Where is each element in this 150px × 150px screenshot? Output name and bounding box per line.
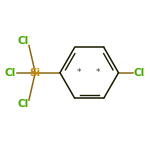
Text: Cl: Cl	[133, 68, 144, 78]
Text: *: *	[77, 68, 81, 77]
Text: Cl: Cl	[4, 68, 15, 78]
Text: *: *	[95, 68, 100, 77]
Text: Cl: Cl	[18, 36, 29, 46]
Text: Si: Si	[30, 68, 41, 78]
Text: Cl: Cl	[18, 99, 29, 109]
